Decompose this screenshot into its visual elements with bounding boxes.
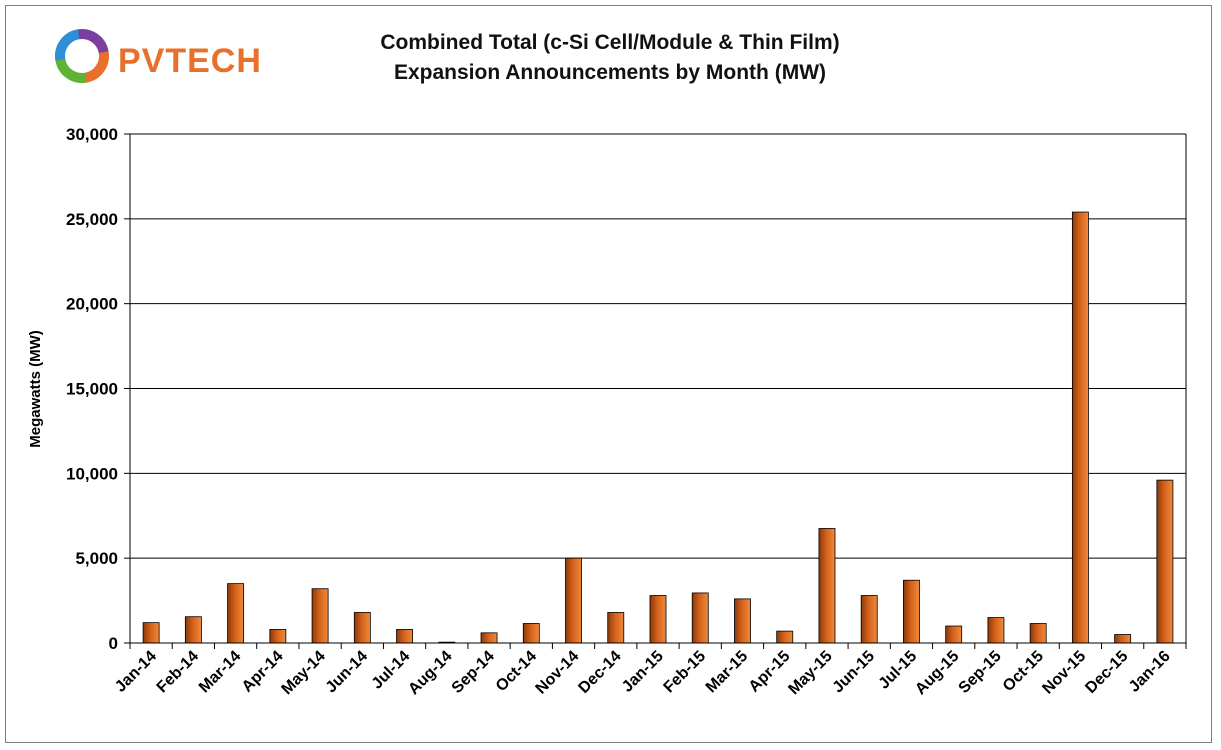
- x-tick-label: Dec-14: [575, 648, 624, 697]
- x-tick-label: Mar-15: [703, 648, 752, 697]
- x-tick-label: Oct-15: [1000, 648, 1047, 695]
- bar: [903, 579, 920, 644]
- x-tick-label: Sep-14: [449, 648, 498, 697]
- x-tick-label: Dec-15: [1082, 648, 1131, 697]
- x-tick-label: Nov-14: [533, 648, 583, 698]
- bar: [142, 622, 160, 644]
- x-tick-label: Jan-15: [619, 648, 667, 696]
- bar: [396, 629, 413, 644]
- chart-title: Combined Total (c-Si Cell/Module & Thin …: [330, 28, 890, 88]
- bar: [1114, 634, 1132, 644]
- logo-text: PVTECH: [118, 42, 262, 80]
- y-axis-label: Megawatts (MW): [27, 330, 44, 448]
- x-tick-label: Jun-14: [323, 648, 372, 697]
- bar: [227, 583, 245, 644]
- x-tick-label: Nov-15: [1039, 648, 1089, 698]
- x-tick-label: Jan-14: [112, 648, 160, 696]
- bar: [649, 595, 667, 644]
- x-tick-label: Oct-14: [493, 648, 540, 695]
- y-axis-ticks: 0 5,000 10,000 15,000 20,000 25,000 30,000: [66, 125, 130, 653]
- y-tick-label: 30,000: [66, 125, 118, 144]
- bar: [691, 592, 709, 644]
- bar: [776, 630, 794, 644]
- bar: [734, 598, 751, 644]
- bar: [522, 623, 540, 644]
- x-tick-label: May-14: [279, 648, 329, 698]
- x-tick-label: Feb-15: [661, 648, 710, 697]
- bar: [860, 595, 878, 644]
- bars: [142, 211, 1174, 644]
- bar: [184, 616, 202, 644]
- bar: [1156, 479, 1174, 644]
- chart-title-line-2: Expansion Announcements by Month (MW): [393, 61, 827, 84]
- bar: [1071, 211, 1089, 644]
- bar: [818, 528, 836, 644]
- y-tick-label: 10,000: [66, 464, 118, 483]
- bar: [353, 612, 371, 644]
- bar: [565, 557, 582, 644]
- x-tick-label: Aug-15: [912, 648, 962, 698]
- pvtech-ring-logo-icon: [55, 29, 109, 83]
- bar: [269, 629, 287, 644]
- x-tick-label: Jan-16: [1126, 648, 1174, 696]
- x-tick-label: May-15: [785, 648, 835, 698]
- bar: [987, 617, 1005, 644]
- bar: [311, 588, 329, 644]
- chart-title-line-1: Combined Total (c-Si Cell/Module & Thin …: [380, 31, 840, 54]
- bar: [1029, 623, 1047, 644]
- y-tick-label: 15,000: [66, 380, 118, 399]
- bar: [945, 625, 963, 644]
- x-tick-label: Sep-15: [956, 648, 1005, 697]
- pvtech-logo: PVTECH: [55, 29, 262, 83]
- y-tick-label: 25,000: [66, 210, 118, 229]
- x-tick-label: Feb-14: [154, 648, 203, 697]
- x-tick-label: Jun-15: [830, 648, 879, 697]
- x-axis-ticks: Jan-14Feb-14Mar-14Apr-14May-14Jun-14Jul-…: [112, 642, 1187, 698]
- y-tick-label: 5,000: [75, 549, 118, 568]
- x-tick-label: Mar-14: [196, 648, 245, 697]
- x-tick-label: Aug-14: [405, 648, 455, 698]
- bar: [480, 632, 498, 644]
- bar: [607, 612, 625, 644]
- y-tick-label: 20,000: [66, 295, 118, 314]
- y-tick-label: 0: [109, 634, 118, 653]
- gridlines: [129, 133, 1187, 644]
